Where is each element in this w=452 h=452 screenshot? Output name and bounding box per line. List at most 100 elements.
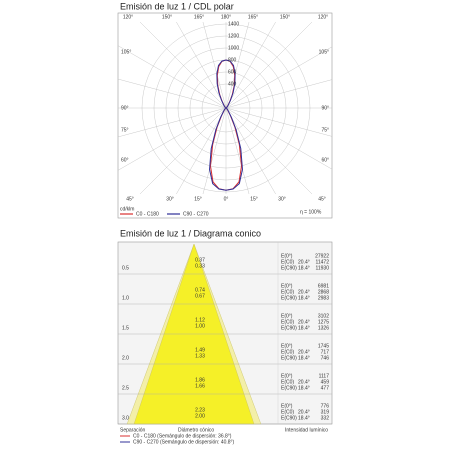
polar-ray [202,107,227,194]
angle-label: 105° [121,49,131,55]
e-angle: 20.4° [298,289,310,295]
polar-ray [225,107,332,137]
column-label: Diámetro cónico [178,427,214,433]
diameter: 0.37 [195,257,205,263]
polar-ray [225,46,332,109]
e-angle: 18.4° [298,355,310,361]
diameter: 0.74 [195,287,205,293]
e-angle: 20.4° [298,259,310,265]
polar-ray [176,107,227,194]
height-label: 2.5 [122,385,129,391]
radial-label: 1000 [228,45,239,51]
e-label: E(C0) [281,259,294,265]
unit-label: cd/klm [120,206,134,212]
angle-label: 0° [224,196,229,202]
radial-label: 600 [228,69,237,75]
polar-ray [225,107,313,194]
e-value: 459 [321,379,330,385]
diameter: 1.49 [195,347,205,353]
angle-label: 15° [250,196,258,202]
e-value: 319 [321,409,330,415]
polar-ray [118,45,227,109]
radial-label: 800 [228,57,237,63]
angle-label: 165° [248,14,258,20]
angle-label: 90° [121,105,129,111]
polar-ray [225,107,250,194]
e-value: 11472 [315,259,329,265]
height-label: 3.0 [122,415,129,421]
e-label: E(C0) [281,409,294,415]
e-label: E(0°) [281,343,293,349]
e-value: 11930 [315,265,329,271]
e-value: 776 [321,403,330,409]
angle-label: 150° [162,14,172,20]
angle-label: 30° [278,196,286,202]
e-angle: 18.4° [298,265,310,271]
e-value: 6981 [318,283,329,289]
e-value: 717 [321,349,330,355]
e-label: E(C90) [281,355,297,361]
e-label: E(0°) [281,283,293,289]
e-value: 1117 [319,373,330,379]
height-label: 1.0 [122,295,129,301]
e-value: 1275 [318,319,329,325]
polar-ray [139,22,227,109]
polar-ray [225,79,332,109]
diameter: 0.67 [195,293,205,299]
polar-ray [225,107,332,170]
e-value: 1326 [318,325,329,331]
e-label: E(C0) [281,319,294,325]
e-label: E(C90) [281,295,297,301]
legend-label: C90 - C270 [183,211,209,217]
radial-label: 1200 [228,33,239,39]
angle-label: 150° [280,14,290,20]
angle-label: 15° [194,196,202,202]
polar-curve [209,59,227,191]
height-label: 2.0 [122,355,129,361]
polar-ray [139,107,227,194]
e-label: E(C90) [281,415,297,421]
e-angle: 20.4° [298,379,310,385]
e-label: E(0°) [281,373,293,379]
polar-ray [118,107,227,138]
e-label: E(0°) [281,313,293,319]
cone-title: Emisión de luz 1 / Diagrama conico [120,228,261,238]
polar-frame [117,12,333,219]
diameter: 1.86 [195,377,205,383]
angle-label: 105° [319,49,329,55]
diameter: 1.66 [195,383,205,389]
e-label: E(0°) [281,253,293,259]
e-angle: 18.4° [298,325,310,331]
e-value: 746 [321,355,330,361]
legend-label: C90 - C270 (Semángulo de dispersión: 40.… [133,439,235,445]
diameter: 1.00 [195,323,205,329]
polar-title: Emisión de luz 1 / CDL polar [120,1,234,11]
e-value: 2983 [318,295,329,301]
e-label: E(C0) [281,379,294,385]
angle-label: 30° [166,196,174,202]
legend-label: C0 - C180 [136,211,159,217]
angle-label: 75° [121,127,129,133]
angle-label: 120° [318,14,328,20]
polar-ray [118,78,227,109]
e-label: E(C90) [281,325,297,331]
e-label: E(0°) [281,403,293,409]
e-value: 477 [321,385,330,391]
legend-label: C0 - C180 (Semángulo de dispersión: 36.8… [133,433,232,439]
e-angle: 20.4° [298,409,310,415]
e-value: 332 [321,415,330,421]
e-angle: 18.4° [298,415,310,421]
angle-label: 75° [321,127,329,133]
e-value: 3102 [318,313,329,319]
angle-label: 165° [194,14,204,20]
diameter: 0.33 [195,263,205,269]
e-angle: 18.4° [298,385,310,391]
efficiency: η = 100% [300,209,322,215]
polar-ray [176,22,227,109]
e-label: E(C90) [281,385,297,391]
column-label: Separación [120,427,146,433]
column-label: Intensidad lumínico [285,427,328,433]
angle-label: 60° [121,157,129,163]
polar-ray [225,107,276,194]
